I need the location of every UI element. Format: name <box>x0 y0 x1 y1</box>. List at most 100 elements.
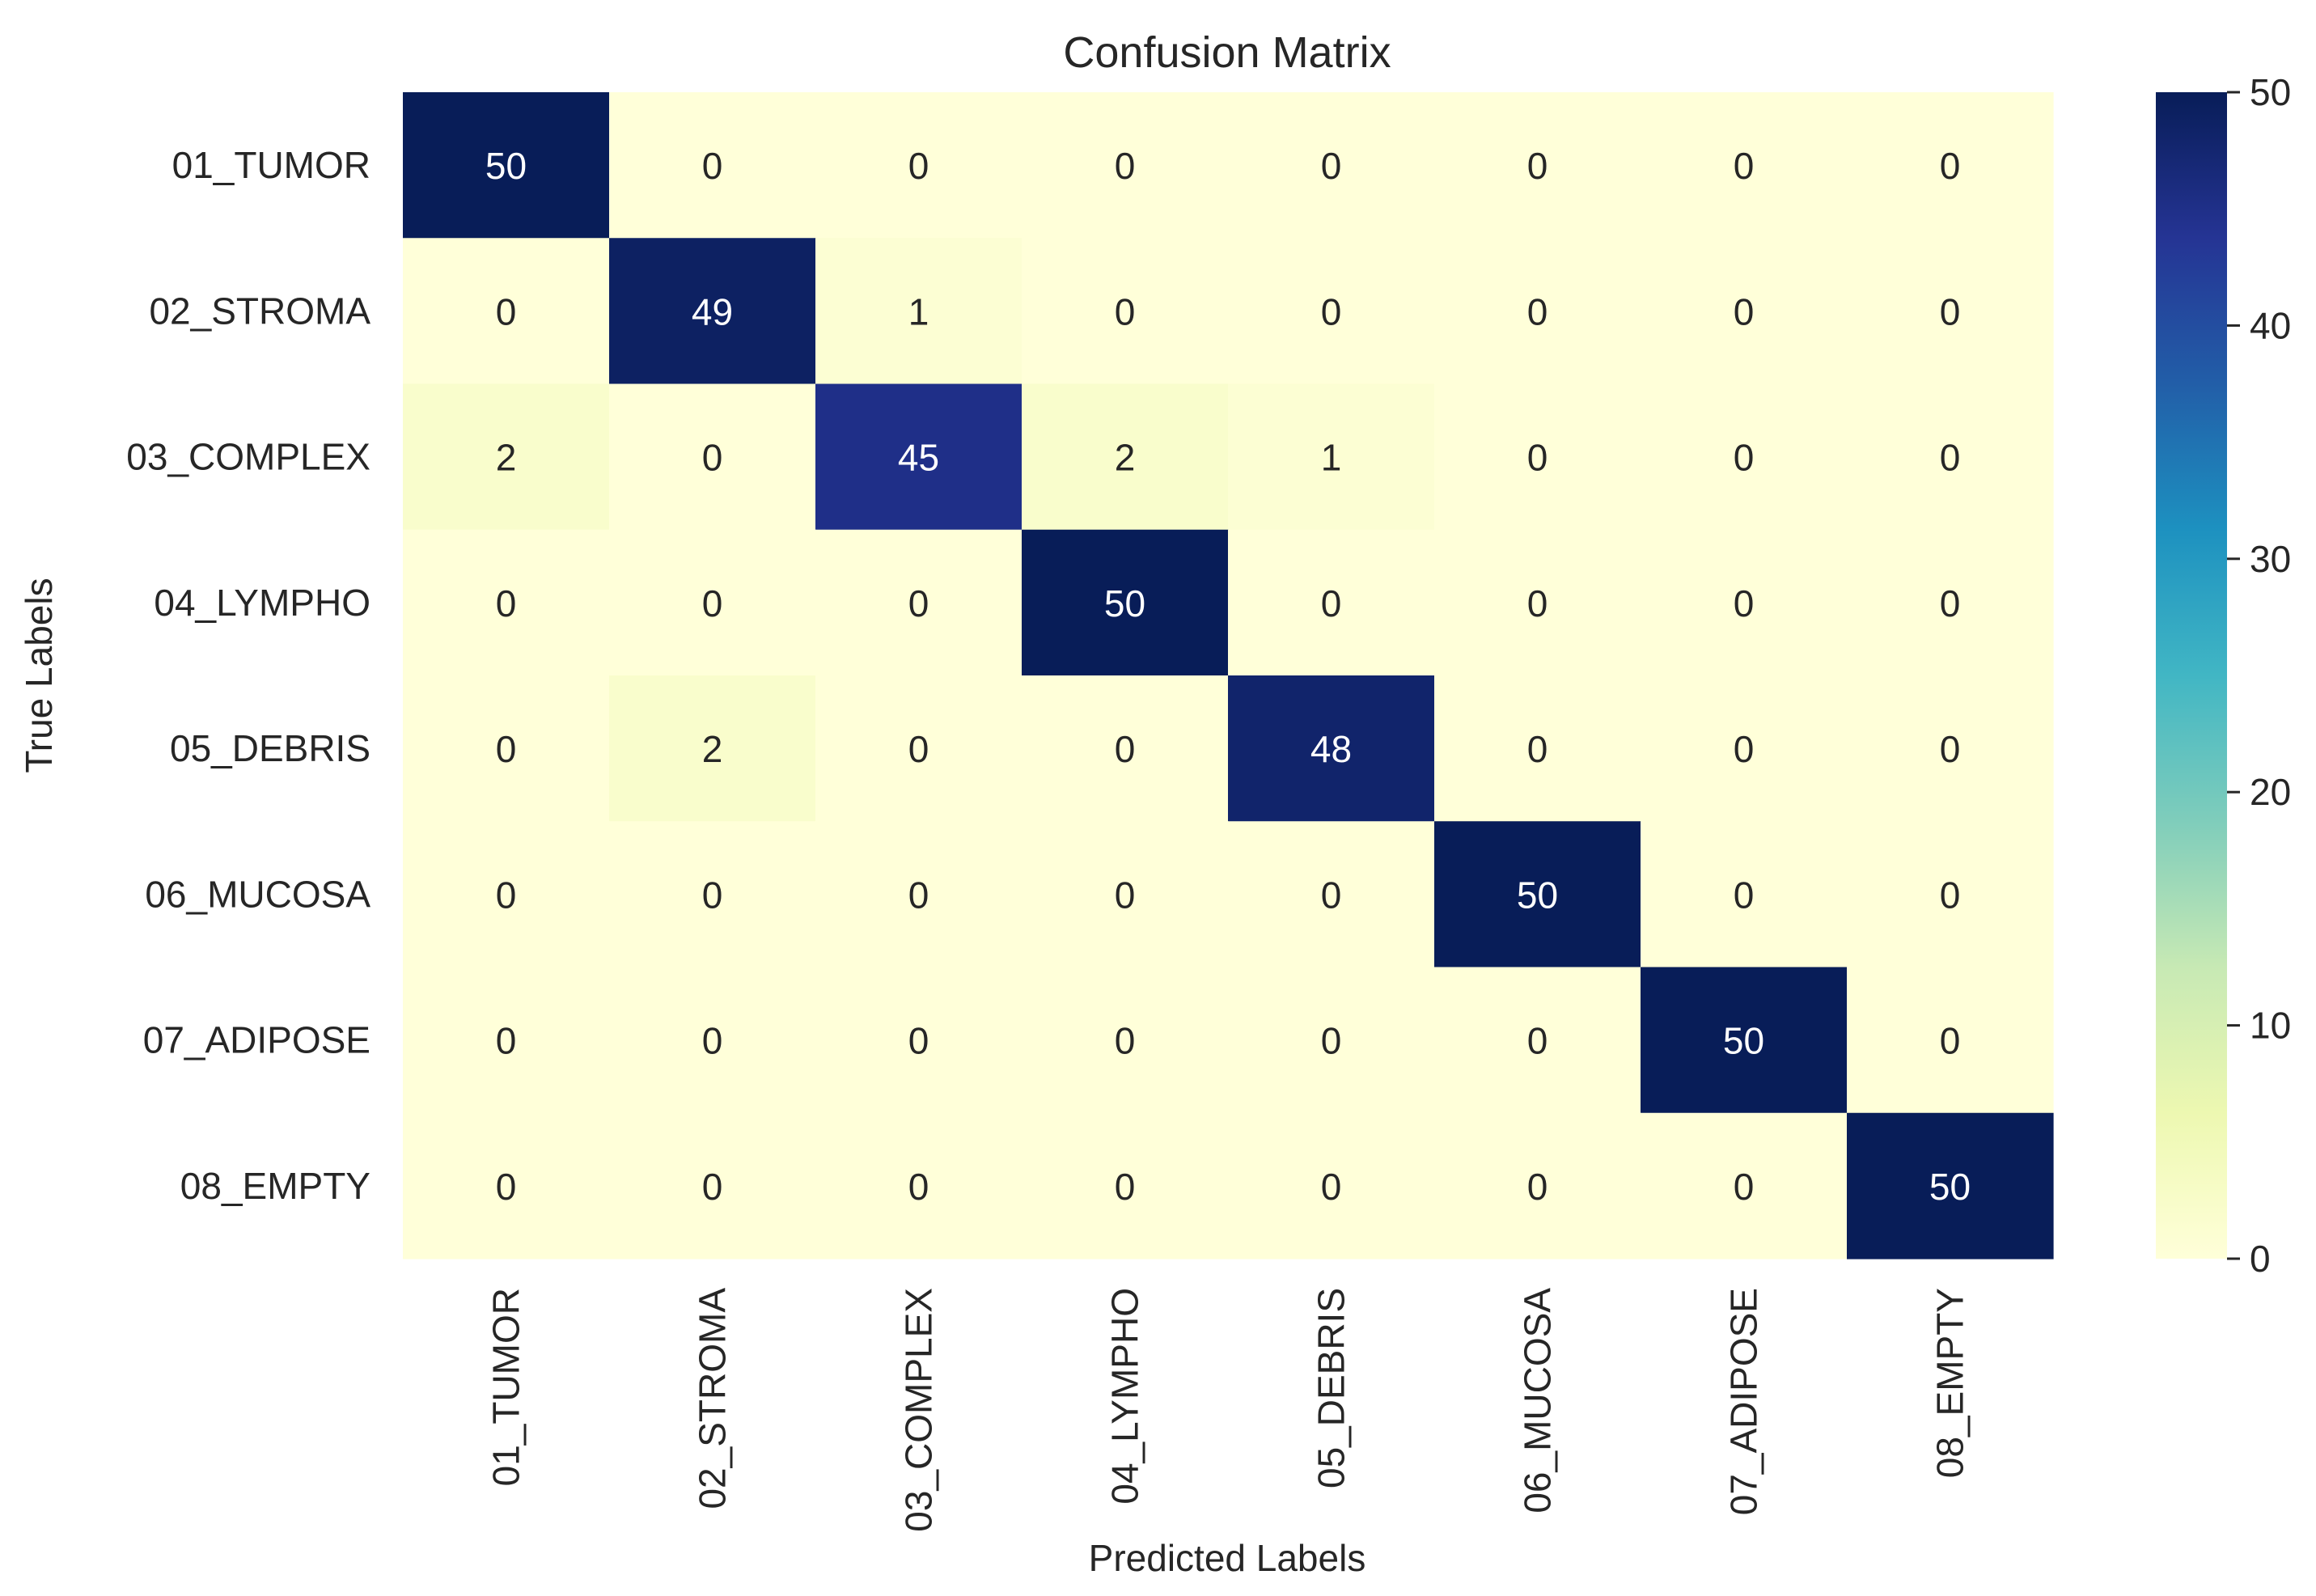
heatmap-cell-r5-c6 <box>1434 675 1641 822</box>
cell-value-r6-c8: 0 <box>1940 874 1961 916</box>
heatmap-cell-r6-c7 <box>1641 821 1848 968</box>
x-tick-label: 08_EMPTY <box>1929 1288 1971 1478</box>
heatmap-cells <box>403 92 2054 1259</box>
cell-value-r8-c8: 50 <box>1929 1166 1971 1208</box>
cell-value-r8-c6: 0 <box>1527 1166 1548 1208</box>
cell-value-r7-c1: 0 <box>496 1020 517 1062</box>
cell-value-r2-c3: 1 <box>908 290 929 332</box>
cell-value-r5-c6: 0 <box>1527 728 1548 770</box>
heatmap-cell-r8-c5 <box>1228 1112 1435 1259</box>
cell-value-r1-c4: 0 <box>1115 145 1136 187</box>
cell-value-r3-c6: 0 <box>1527 437 1548 479</box>
heatmap-cell-r7-c2 <box>609 967 816 1114</box>
heatmap-cell-r1-c2 <box>609 92 816 239</box>
cell-value-r6-c4: 0 <box>1115 874 1136 916</box>
heatmap-cell-r2-c5 <box>1228 238 1435 385</box>
cell-value-r1-c6: 0 <box>1527 145 1548 187</box>
x-tick-label: 03_COMPLEX <box>898 1288 940 1532</box>
cell-value-r4-c1: 0 <box>496 582 517 624</box>
heatmap-cell-r2-c2 <box>609 238 816 385</box>
heatmap-cell-r6-c4 <box>1022 821 1229 968</box>
cell-value-r8-c4: 0 <box>1115 1166 1136 1208</box>
colorbar-tick-label: 10 <box>2250 1005 2291 1047</box>
y-tick-label: 07_ADIPOSE <box>143 1019 370 1061</box>
cell-value-r5-c2: 2 <box>702 728 723 770</box>
cell-value-r6-c3: 0 <box>908 874 929 916</box>
cell-value-r4-c4: 50 <box>1104 582 1145 624</box>
heatmap-cell-r1-c6 <box>1434 92 1641 239</box>
cell-value-r5-c4: 0 <box>1115 728 1136 770</box>
heatmap-cell-r8-c6 <box>1434 1112 1641 1259</box>
cell-value-r5-c3: 0 <box>908 728 929 770</box>
cell-value-r7-c6: 0 <box>1527 1020 1548 1062</box>
heatmap-cell-r4-c7 <box>1641 529 1848 676</box>
cell-value-r1-c5: 0 <box>1321 145 1342 187</box>
colorbar-tick-label: 0 <box>2250 1238 2271 1280</box>
cell-value-r4-c6: 0 <box>1527 582 1548 624</box>
cell-value-r6-c6: 50 <box>1517 874 1558 916</box>
heatmap-cell-r3-c2 <box>609 383 816 531</box>
cell-value-r1-c1: 50 <box>485 145 527 187</box>
cell-value-r7-c5: 0 <box>1321 1020 1342 1062</box>
heatmap-cell-r4-c5 <box>1228 529 1435 676</box>
heatmap-cell-r7-c5 <box>1228 967 1435 1114</box>
cell-value-r6-c5: 0 <box>1321 874 1342 916</box>
heatmap-cell-r6-c2 <box>609 821 816 968</box>
cell-value-r8-c7: 0 <box>1734 1166 1755 1208</box>
cell-value-r3-c3: 45 <box>898 437 939 479</box>
heatmap-cell-r1-c7 <box>1641 92 1848 239</box>
cell-value-r2-c6: 0 <box>1527 290 1548 332</box>
cell-value-r5-c1: 0 <box>496 728 517 770</box>
cell-value-r4-c7: 0 <box>1734 582 1755 624</box>
x-axis-label: Predicted Labels <box>1089 1537 1366 1579</box>
cell-value-r8-c1: 0 <box>496 1166 517 1208</box>
cell-value-r5-c8: 0 <box>1940 728 1961 770</box>
heatmap-cell-r8-c8 <box>1847 1112 2054 1259</box>
y-tick-label: 03_COMPLEX <box>126 436 370 478</box>
cell-value-r6-c2: 0 <box>702 874 723 916</box>
cell-value-r2-c7: 0 <box>1734 290 1755 332</box>
heatmap-cell-r4-c4 <box>1022 529 1229 676</box>
cell-value-r4-c8: 0 <box>1940 582 1961 624</box>
heatmap-cell-r1-c8 <box>1847 92 2054 239</box>
cell-value-r7-c8: 0 <box>1940 1020 1961 1062</box>
cell-value-r6-c7: 0 <box>1734 874 1755 916</box>
cell-value-r4-c3: 0 <box>908 582 929 624</box>
y-tick-label: 08_EMPTY <box>180 1165 370 1207</box>
cell-value-r5-c5: 48 <box>1310 728 1352 770</box>
cell-value-r2-c4: 0 <box>1115 290 1136 332</box>
cell-value-r2-c5: 0 <box>1321 290 1342 332</box>
heatmap-cell-r1-c1 <box>403 92 610 239</box>
x-tick-label: 04_LYMPHO <box>1104 1288 1146 1505</box>
colorbar <box>2156 92 2227 1259</box>
cell-value-r7-c2: 0 <box>702 1020 723 1062</box>
heatmap-cell-r7-c4 <box>1022 967 1229 1114</box>
y-tick-label: 01_TUMOR <box>172 144 370 186</box>
cell-value-r3-c1: 2 <box>496 437 517 479</box>
heatmap-cell-r7-c8 <box>1847 967 2054 1114</box>
y-tick-label: 06_MUCOSA <box>145 873 370 915</box>
cell-value-r8-c2: 0 <box>702 1166 723 1208</box>
colorbar-tick-label: 30 <box>2250 538 2291 580</box>
heatmap-cell-r5-c7 <box>1641 675 1848 822</box>
heatmap-cell-r1-c3 <box>815 92 1023 239</box>
heatmap-cell-r7-c3 <box>815 967 1023 1114</box>
cell-value-r3-c8: 0 <box>1940 437 1961 479</box>
heatmap-cell-r3-c7 <box>1641 383 1848 531</box>
heatmap-cell-r8-c7 <box>1641 1112 1848 1259</box>
heatmap-cell-r5-c1 <box>403 675 610 822</box>
chart-title: Confusion Matrix <box>1063 28 1391 77</box>
cell-value-r7-c4: 0 <box>1115 1020 1136 1062</box>
cell-value-r3-c7: 0 <box>1734 437 1755 479</box>
heatmap-cell-r6-c8 <box>1847 821 2054 968</box>
heatmap-cell-r6-c1 <box>403 821 610 968</box>
heatmap-cell-r8-c1 <box>403 1112 610 1259</box>
colorbar-tick-label: 50 <box>2250 71 2291 113</box>
cell-value-r6-c1: 0 <box>496 874 517 916</box>
colorbar-ticks: 0 10 20 30 40 50 <box>2227 71 2291 1280</box>
heatmap-cell-r4-c2 <box>609 529 816 676</box>
y-tick-label: 04_LYMPHO <box>154 582 370 624</box>
cell-value-r1-c2: 0 <box>702 145 723 187</box>
heatmap-cell-r3-c5 <box>1228 383 1435 531</box>
heatmap-cell-r5-c3 <box>815 675 1023 822</box>
